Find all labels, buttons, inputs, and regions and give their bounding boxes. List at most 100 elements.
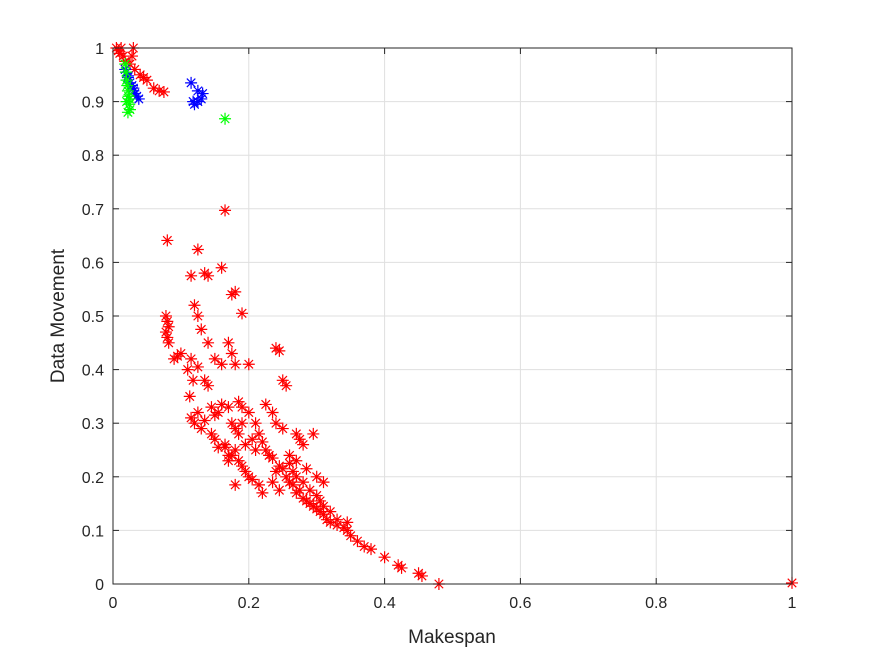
- scatter-point: [162, 336, 175, 349]
- y-tick-label: 0.9: [82, 95, 104, 112]
- scatter-point: [121, 106, 134, 119]
- scatter-point: [219, 112, 232, 125]
- scatter-point: [219, 441, 232, 454]
- x-axis-title: Makespan: [408, 627, 496, 648]
- scatter-point: [185, 76, 198, 89]
- scatter-point: [126, 50, 139, 63]
- x-tick-label: 0.6: [509, 595, 531, 612]
- scatter-point: [191, 310, 204, 322]
- scatter-point: [229, 358, 242, 371]
- scatter-point: [195, 92, 208, 105]
- scatter-point: [161, 331, 174, 344]
- y-tick-label: 0.6: [82, 255, 104, 272]
- scatter-point: [202, 336, 215, 349]
- scatter-point: [187, 374, 200, 387]
- scatter-point: [276, 374, 289, 387]
- scatter-point: [198, 414, 211, 427]
- scatter-point: [273, 344, 286, 357]
- scatter-point: [198, 374, 211, 387]
- y-axis-title: Data Movement: [48, 248, 69, 383]
- scatter-point: [286, 478, 299, 491]
- scatter-point: [276, 462, 289, 475]
- scatter-point: [324, 516, 337, 529]
- scatter-point: [222, 336, 235, 349]
- scatter-point: [121, 79, 134, 92]
- scatter-point: [317, 500, 330, 513]
- scatter-point: [280, 379, 293, 392]
- scatter-point: [208, 433, 221, 446]
- scatter-point: [252, 427, 265, 440]
- scatter-point: [242, 406, 255, 419]
- scatter-point: [276, 422, 289, 435]
- scatter-point: [225, 347, 238, 360]
- scatter-point: [159, 326, 172, 339]
- y-tick-label: 0.7: [82, 202, 104, 219]
- scatter-point: [122, 90, 135, 103]
- scatter-point: [222, 449, 235, 462]
- scatter-point: [344, 529, 357, 542]
- scatter-point: [266, 406, 279, 419]
- scatter-point: [290, 470, 303, 483]
- scatter-point: [168, 352, 181, 365]
- scatter-point: [229, 285, 242, 298]
- scatter-point: [123, 92, 136, 105]
- scatter-point: [127, 82, 140, 95]
- scatter-point: [215, 398, 228, 411]
- scatter-point: [181, 363, 194, 376]
- scatter-point: [314, 494, 327, 507]
- scatter-point: [202, 379, 215, 392]
- grid: [113, 48, 792, 584]
- y-tick-label: 0.2: [82, 470, 104, 487]
- scatter-point: [185, 269, 198, 282]
- scatter-point: [191, 406, 204, 419]
- scatter-series: [119, 58, 232, 125]
- scatter-point: [205, 401, 218, 414]
- data-marks: [110, 42, 798, 590]
- scatter-point: [225, 417, 238, 430]
- x-tick-label: 0.2: [238, 595, 260, 612]
- scatter-point: [256, 486, 269, 499]
- scatter-point: [119, 58, 132, 71]
- scatter-point: [185, 352, 198, 365]
- scatter-point: [239, 465, 252, 478]
- scatter-point: [120, 74, 133, 87]
- scatter-point: [232, 395, 245, 408]
- x-tick-label: 0.8: [645, 595, 667, 612]
- scatter-point: [119, 66, 132, 79]
- y-tick-label: 0.1: [82, 523, 104, 540]
- scatter-point: [132, 92, 145, 105]
- scatter-point: [195, 422, 208, 435]
- scatter-point: [191, 84, 204, 97]
- scatter-point: [290, 454, 303, 467]
- scatter-point: [300, 462, 313, 475]
- scatter-point: [310, 470, 323, 483]
- scatter-point: [121, 84, 134, 97]
- scatter-point: [246, 433, 259, 446]
- scatter-point: [351, 535, 364, 548]
- scatter-point: [215, 261, 228, 274]
- scatter-point: [297, 476, 310, 489]
- scatter-point: [128, 63, 141, 76]
- scatter-point: [232, 454, 245, 467]
- scatter-point: [341, 524, 354, 537]
- scatter-point: [191, 243, 204, 256]
- scatter-point: [378, 551, 391, 564]
- scatter-point: [212, 406, 225, 419]
- scatter-point: [246, 473, 259, 486]
- scatter-point: [415, 569, 428, 582]
- scatter-point: [236, 307, 249, 320]
- scatter-point: [259, 398, 272, 411]
- scatter-point: [242, 358, 255, 371]
- scatter-point: [358, 540, 371, 553]
- scatter-point: [256, 435, 269, 448]
- scatter-point: [317, 508, 330, 521]
- scatter-point: [188, 299, 201, 312]
- scatter-point: [202, 269, 215, 282]
- scatter-point: [117, 50, 130, 63]
- scatter-point: [236, 417, 249, 430]
- scatter-point: [286, 465, 299, 478]
- scatter-point: [269, 465, 282, 478]
- scatter-point: [183, 390, 196, 403]
- scatter-point: [293, 433, 306, 446]
- scatter-point: [162, 320, 175, 333]
